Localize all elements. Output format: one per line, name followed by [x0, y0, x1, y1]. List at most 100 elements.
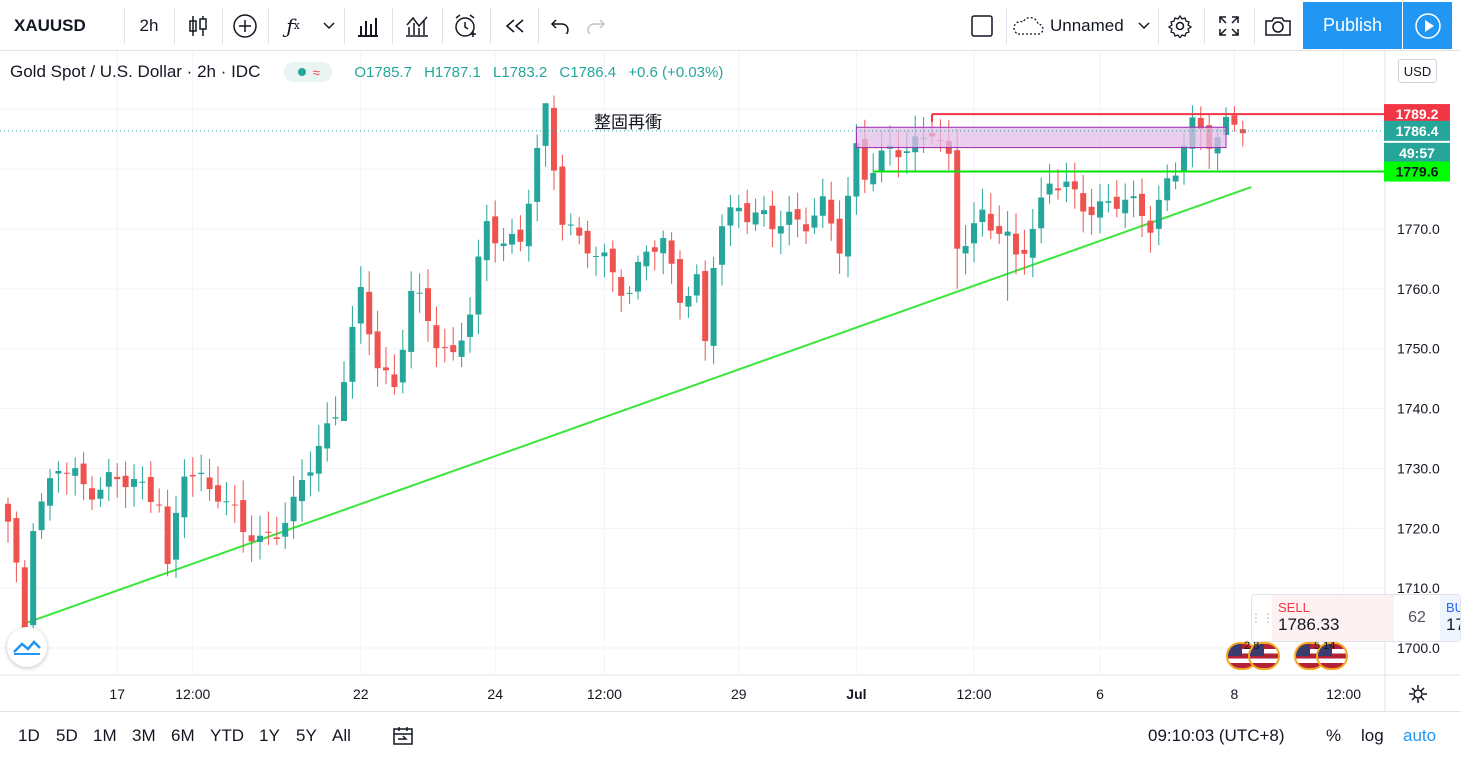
- support-price-label-bg: [1384, 161, 1450, 182]
- time-axis-tick-label: 6: [1096, 686, 1104, 702]
- candle-bearish: [559, 166, 566, 225]
- candle-bearish: [618, 276, 625, 296]
- range-button-5y[interactable]: 5Y: [296, 726, 317, 745]
- legend-low: L1783.2: [492, 63, 548, 81]
- candle-bullish: [349, 326, 356, 382]
- price-axis-tick-label: 1740.0: [1397, 401, 1440, 417]
- legend-close: C1786.4: [559, 63, 617, 81]
- delayed-data-icon: ≈: [312, 64, 320, 80]
- financials-bar-chart-icon[interactable]: [346, 0, 390, 51]
- legend-open: O1785.7: [354, 63, 412, 81]
- candle-bearish: [441, 347, 448, 349]
- candle-bullish: [979, 209, 986, 223]
- candle-bullish: [332, 417, 339, 419]
- auto-scale-toggle[interactable]: auto: [1403, 726, 1437, 745]
- price-axis-tick-label: 1760.0: [1397, 281, 1440, 297]
- layout-name-button[interactable]: Unnamed: [1010, 0, 1158, 51]
- candle-bearish: [366, 291, 373, 335]
- time-axis-tick-label: 8: [1231, 686, 1239, 702]
- candle-bullish: [467, 314, 473, 337]
- candle-bearish: [744, 203, 751, 223]
- candle-bearish: [794, 209, 801, 220]
- range-button-ytd[interactable]: YTD: [210, 726, 244, 745]
- legend-status-pill[interactable]: ≈: [284, 62, 333, 82]
- settings-gear-icon[interactable]: [1160, 0, 1200, 51]
- publish-video-play-icon[interactable]: [1403, 2, 1452, 49]
- candle-bullish: [542, 103, 549, 146]
- tradingview-logo-icon[interactable]: [7, 627, 47, 667]
- range-button-all[interactable]: All: [332, 726, 351, 745]
- price-chart[interactable]: 整固再衝 1700.0 1710.0 1720.0 1730.0 1740.0 1750.…: [0, 51, 1461, 711]
- candle-bearish: [584, 230, 591, 254]
- publish-button[interactable]: Publish: [1303, 2, 1402, 49]
- candle-bullish: [299, 480, 305, 502]
- fullscreen-expand-icon[interactable]: [1206, 0, 1252, 51]
- candle-bullish: [131, 479, 137, 487]
- range-button-1d[interactable]: 1D: [18, 726, 40, 745]
- candle-bullish: [97, 489, 104, 499]
- snapshot-camera-icon[interactable]: [1256, 0, 1300, 51]
- range-button-6m[interactable]: 6M: [171, 726, 195, 745]
- legend-ohlc: O1785.7 H1787.1 L1783.2 C1786.4 +0.6 (+0…: [354, 64, 731, 81]
- candle-bullish: [1164, 178, 1171, 201]
- clock-time-label[interactable]: 09:10:03 (UTC+8): [1148, 726, 1285, 745]
- candle-bearish: [987, 213, 994, 231]
- candle-bearish: [1139, 193, 1145, 217]
- market-open-dot-icon: [297, 68, 306, 76]
- candle-bearish: [114, 476, 121, 480]
- templates-line-chart-icon[interactable]: [394, 0, 440, 51]
- range-button-1y[interactable]: 1Y: [259, 726, 280, 745]
- buy-label: BUY: [1446, 600, 1460, 615]
- candle-bearish: [164, 506, 171, 564]
- chart-annotation-text: 整固再衝: [594, 113, 662, 133]
- candle-bullish: [710, 267, 717, 346]
- range-button-5d[interactable]: 5D: [56, 726, 78, 745]
- candle-bearish: [492, 216, 499, 244]
- candle-bearish: [1197, 117, 1204, 130]
- range-button-1m[interactable]: 1M: [93, 726, 117, 745]
- candle-bullish: [643, 251, 650, 267]
- fullscreen-square-icon[interactable]: [960, 0, 1004, 51]
- candle-bullish: [324, 423, 331, 449]
- interval-button[interactable]: 2h: [126, 0, 172, 51]
- sell-button[interactable]: SELL 1786.33: [1272, 595, 1394, 641]
- bar-replay-rewind-icon[interactable]: [494, 0, 536, 51]
- symbol-search-button[interactable]: XAUUSD: [0, 0, 122, 51]
- candle-bullish: [1029, 228, 1036, 258]
- log-scale-toggle[interactable]: log: [1361, 726, 1384, 745]
- compare-add-symbol-icon[interactable]: [224, 0, 266, 51]
- candle-bearish: [80, 463, 87, 485]
- alert-clock-icon[interactable]: [444, 0, 488, 51]
- undo-icon[interactable]: [542, 0, 578, 51]
- candle-bullish: [357, 287, 364, 324]
- candle-bearish: [13, 518, 20, 563]
- consolidation-rectangle: [855, 126, 1227, 149]
- percent-scale-toggle[interactable]: %: [1326, 726, 1342, 745]
- buy-button[interactable]: BUY 1786.95: [1440, 595, 1460, 641]
- candle-bearish: [609, 248, 616, 273]
- candle-bullish: [483, 221, 490, 261]
- candle-bullish: [198, 472, 205, 475]
- layout-name-label: Unnamed: [1050, 15, 1124, 35]
- currency-button[interactable]: USD: [1398, 59, 1437, 83]
- candle-bullish: [408, 290, 415, 352]
- ascending-trendline: [24, 186, 1252, 625]
- range-button-3m[interactable]: 3M: [132, 726, 156, 745]
- candle-bullish: [593, 255, 599, 257]
- economic-event-flag-icon[interactable]: [1316, 642, 1348, 670]
- date-range-calendar-icon[interactable]: [392, 712, 418, 759]
- chart-style-candles-icon[interactable]: [176, 0, 220, 51]
- symbol-label: XAUUSD: [14, 15, 86, 35]
- drag-handle-icon[interactable]: ⋮⋮: [1250, 611, 1274, 625]
- redo-icon[interactable]: [578, 0, 614, 51]
- candle-bearish: [895, 150, 902, 158]
- candle-bearish: [996, 226, 1003, 234]
- time-axis-tick-label: 29: [731, 686, 747, 702]
- economic-event-flag-icon[interactable]: [1248, 642, 1280, 670]
- candle-bullish: [282, 522, 289, 537]
- axis-settings-gear-icon[interactable]: [1409, 685, 1427, 703]
- indicators-dropdown-chevron-icon[interactable]: [316, 0, 342, 51]
